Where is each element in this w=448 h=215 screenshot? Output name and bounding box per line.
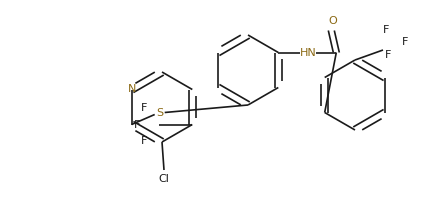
Text: F: F	[383, 25, 389, 35]
Text: Cl: Cl	[159, 174, 169, 184]
Text: F: F	[402, 37, 408, 47]
Text: F: F	[141, 137, 147, 146]
Text: F: F	[141, 103, 147, 112]
Text: O: O	[328, 17, 337, 26]
Text: S: S	[156, 108, 163, 118]
Text: F: F	[385, 50, 391, 60]
Text: HN: HN	[300, 48, 317, 57]
Text: F: F	[134, 120, 141, 129]
Text: N: N	[128, 84, 136, 95]
